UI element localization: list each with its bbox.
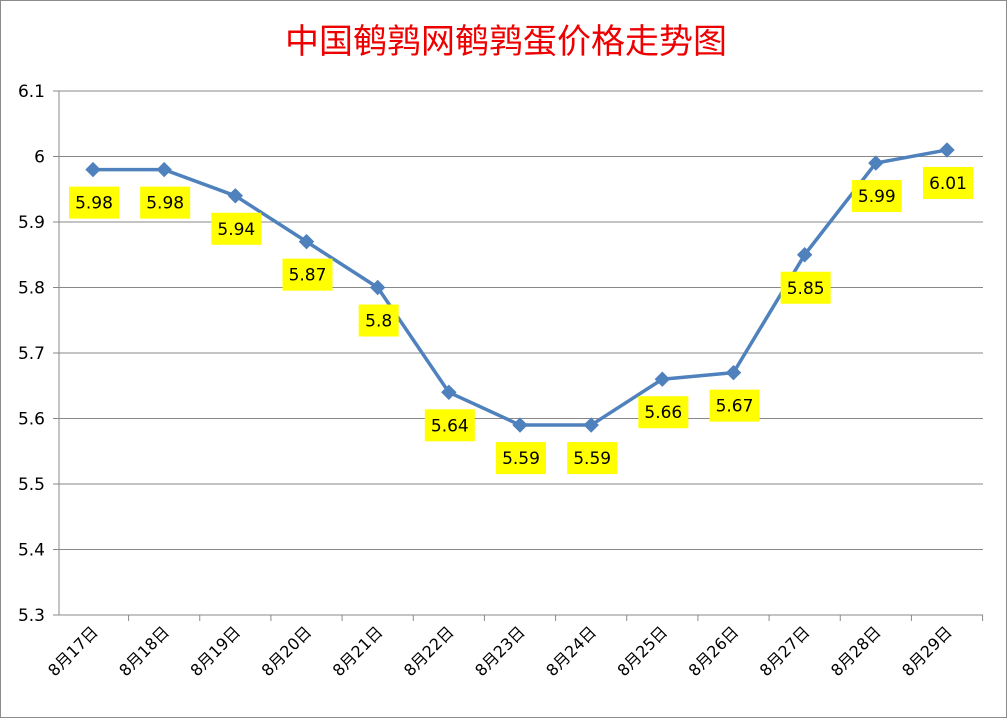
data-point <box>227 188 244 204</box>
data-label-background <box>923 166 973 199</box>
data-label-background <box>709 389 760 422</box>
data-label-text: 5.59 <box>502 449 540 469</box>
data-point <box>512 417 528 433</box>
x-tick-label: 8月20日 <box>258 622 316 680</box>
y-tick-label: 5.9 <box>18 213 45 233</box>
data-label: 5.59 <box>567 442 618 475</box>
data-label-text: 5.99 <box>858 187 896 207</box>
data-point <box>369 279 386 296</box>
y-tick-label: 5.3 <box>18 606 45 626</box>
data-label-text: 5.87 <box>289 266 327 286</box>
x-tick-label: 8月24日 <box>542 622 600 680</box>
x-tick-label: 8月21日 <box>329 622 387 680</box>
x-tick-label: 8月28日 <box>827 622 885 680</box>
x-tick-label: 8月27日 <box>756 622 814 680</box>
x-tick-label: 8月18日 <box>115 622 173 680</box>
data-label: 5.64 <box>424 409 475 442</box>
data-point <box>298 233 315 250</box>
data-point <box>939 142 955 158</box>
data-label-text: 5.98 <box>146 194 184 214</box>
data-label-text: 6.01 <box>929 174 967 194</box>
data-label-background <box>638 396 689 429</box>
data-label: 5.67 <box>709 389 760 422</box>
data-label-background <box>211 212 262 245</box>
data-label: 5.85 <box>780 271 831 304</box>
data-point <box>441 384 457 401</box>
data-point <box>796 247 813 263</box>
y-tick-label: 5.4 <box>18 541 45 561</box>
x-axis-ticks: 8月17日 8月18日 8月19日 8月20日 8月21日 8月22日 8月23日 8月24日… <box>44 622 956 680</box>
data-label-text: 5.59 <box>573 449 611 469</box>
data-label-text: 5.85 <box>787 279 825 299</box>
data-label-background <box>851 180 902 213</box>
data-point <box>725 364 742 381</box>
x-tick-label: 8月17日 <box>44 622 102 680</box>
data-label: 6.01 <box>923 166 973 199</box>
chart-title: 中国鹌鹑网鹌鹑蛋价格走势图 <box>285 22 727 62</box>
y-axis-ticks: 5.3 5.4 5.5 5.6 5.7 5.8 5.9 6 6.1 <box>18 82 45 626</box>
x-tick-label: 8月25日 <box>613 622 671 680</box>
data-label-background <box>496 442 546 475</box>
data-label: 5.87 <box>282 258 333 291</box>
data-point <box>583 417 599 433</box>
data-label-text: 5.8 <box>365 312 392 332</box>
x-tick-label: 8月29日 <box>898 622 956 680</box>
data-label: 5.8 <box>358 304 399 337</box>
data-point <box>156 161 172 178</box>
data-label: 5.59 <box>496 442 546 475</box>
data-label-text: 5.64 <box>431 416 469 436</box>
data-label-background <box>358 304 399 337</box>
data-label-background <box>424 409 475 442</box>
x-tick-label: 8月19日 <box>186 622 244 680</box>
y-tick-label: 5.6 <box>18 410 45 430</box>
axes <box>53 90 984 621</box>
data-label: 5.98 <box>140 186 191 219</box>
data-labels: 5.98 5.98 5.94 5.87 5.8 5.64 5.59 5.59 5.66 5.67 5… <box>69 166 973 475</box>
series <box>85 142 955 433</box>
data-label-background <box>282 258 333 291</box>
y-tick-label: 5.7 <box>18 344 45 364</box>
gridlines <box>59 90 983 550</box>
data-point <box>868 155 884 171</box>
x-tick-label: 8月22日 <box>400 622 458 680</box>
data-label-text: 5.66 <box>644 403 682 423</box>
y-tick-label: 6 <box>34 148 45 168</box>
y-tick-label: 6.1 <box>18 82 45 102</box>
x-tick-label: 8月26日 <box>685 622 743 680</box>
data-label: 5.66 <box>638 396 689 429</box>
data-label-background <box>567 442 618 475</box>
data-label-background <box>140 186 191 219</box>
data-label-text: 5.98 <box>75 194 113 214</box>
x-tick-label: 8月23日 <box>471 622 529 680</box>
data-point <box>654 371 671 387</box>
data-label: 5.99 <box>851 180 902 213</box>
data-label-background <box>780 271 831 304</box>
data-label-background <box>69 186 119 219</box>
data-label: 5.98 <box>69 186 119 219</box>
data-label-text: 5.67 <box>716 397 754 417</box>
data-point <box>85 161 101 178</box>
y-tick-label: 5.5 <box>18 475 45 495</box>
y-tick-label: 5.8 <box>18 279 45 299</box>
data-label-text: 5.94 <box>217 220 255 240</box>
data-label: 5.94 <box>211 212 262 245</box>
